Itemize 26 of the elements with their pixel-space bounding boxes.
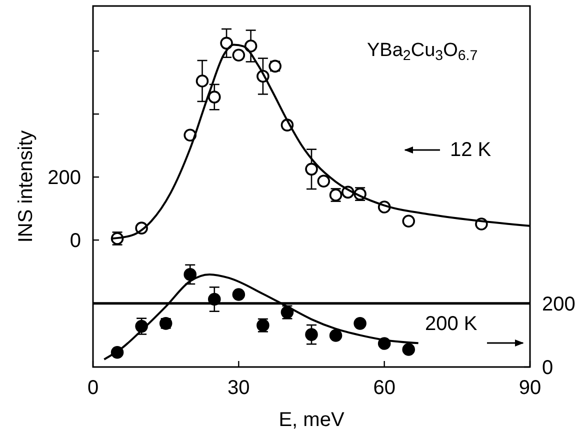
series-label: 200 K xyxy=(425,313,478,335)
x-axis-title: E, meV xyxy=(278,409,345,431)
x-tick-label: 0 xyxy=(87,377,99,399)
point xyxy=(354,317,366,330)
x-tick-label: 30 xyxy=(228,377,250,399)
point xyxy=(317,174,330,188)
annotation: YBa$_{2}$Cu$_{3}$O$_{6.7}$ xyxy=(367,40,478,64)
y2-tick-label: 0 xyxy=(542,357,554,379)
point xyxy=(232,288,246,301)
x-tick-label: 90 xyxy=(518,377,542,399)
point xyxy=(184,268,197,281)
point xyxy=(329,329,342,342)
legend-label: 12 K xyxy=(450,139,492,161)
point xyxy=(220,36,233,50)
point xyxy=(196,74,209,88)
point xyxy=(305,162,318,176)
y-axis-title: INS intensity xyxy=(15,130,37,243)
point xyxy=(402,214,416,228)
y2-tick-label: 200 xyxy=(542,293,576,316)
x-tick-label: 60 xyxy=(373,377,396,399)
point xyxy=(244,40,258,52)
point xyxy=(208,90,221,104)
point xyxy=(208,292,221,306)
point xyxy=(305,328,318,341)
point xyxy=(232,48,246,62)
point xyxy=(402,343,416,356)
